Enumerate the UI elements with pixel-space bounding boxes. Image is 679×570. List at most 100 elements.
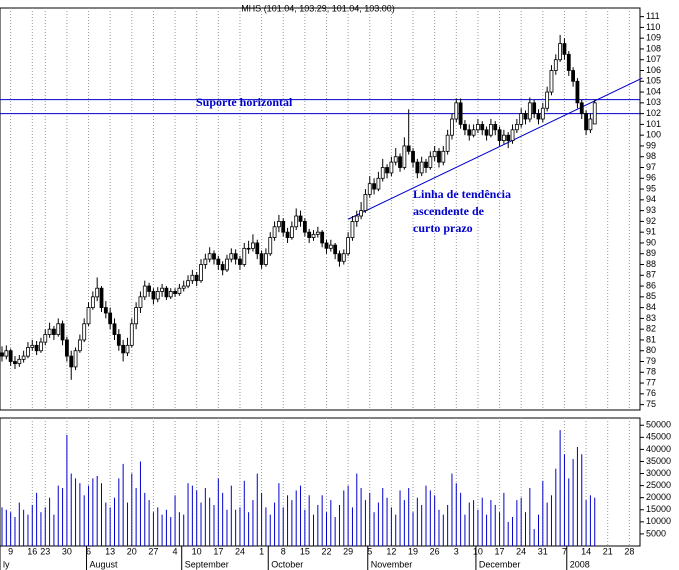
candle-body xyxy=(350,220,355,238)
candle-body xyxy=(553,59,558,71)
annotation: curto prazo xyxy=(413,221,473,235)
month-label: November xyxy=(371,559,413,569)
y-tick-label: 104 xyxy=(646,86,661,96)
candle-body xyxy=(26,347,30,357)
candle-body xyxy=(380,167,385,179)
x-tick-label: 14 xyxy=(581,546,591,556)
x-tick-label: 24 xyxy=(235,546,245,556)
x-tick-label: 28 xyxy=(624,546,634,556)
y2-tick-label: 30000 xyxy=(646,468,671,478)
y-tick-label: 96 xyxy=(646,173,656,183)
candle-body xyxy=(129,323,134,346)
month-label: October xyxy=(271,559,303,569)
annotation: ascendente de xyxy=(413,204,485,218)
candle-body xyxy=(56,323,61,335)
candle-body xyxy=(579,102,584,115)
y-tick-label: 76 xyxy=(646,388,656,398)
y-tick-label: 109 xyxy=(646,33,661,43)
x-tick-label: 5 xyxy=(367,546,372,556)
candle-body xyxy=(108,312,113,325)
y-tick-label: 92 xyxy=(646,216,656,226)
candle-body xyxy=(501,134,506,141)
x-tick-label: 19 xyxy=(408,546,418,556)
candle-body xyxy=(220,264,225,271)
y-tick-label: 107 xyxy=(646,54,661,64)
candle-body xyxy=(566,53,571,71)
y-tick-label: 90 xyxy=(646,237,656,247)
x-tick-label: 30 xyxy=(62,546,72,556)
month-label: August xyxy=(90,559,119,569)
candle-body xyxy=(30,344,35,348)
candle-body xyxy=(393,156,398,163)
candle-body xyxy=(324,242,329,249)
x-tick-label: 8 xyxy=(281,546,286,556)
candle-body xyxy=(463,123,467,131)
candle-body xyxy=(276,220,281,228)
candle-body xyxy=(527,102,532,120)
x-tick-label: 29 xyxy=(343,546,353,556)
candle-body xyxy=(341,253,346,262)
candle-body xyxy=(415,161,420,174)
candle-body xyxy=(138,296,143,309)
y-tick-label: 101 xyxy=(646,119,661,129)
candle-body xyxy=(514,123,519,131)
month-label: 2008 xyxy=(570,559,590,569)
y-tick-label: 111 xyxy=(646,11,660,21)
candle-body xyxy=(95,287,100,298)
candle-body xyxy=(588,118,593,131)
y-tick-label: 77 xyxy=(646,377,656,387)
candle-body xyxy=(86,307,91,325)
candle-body xyxy=(77,339,82,352)
x-tick-label: 26 xyxy=(430,546,440,556)
candle-body xyxy=(64,339,69,357)
y-tick-label: 100 xyxy=(646,130,661,140)
candle-body xyxy=(39,341,43,352)
x-tick-label: 10 xyxy=(192,546,202,556)
y-tick-label: 106 xyxy=(646,65,661,75)
candle-body xyxy=(207,253,212,260)
y-tick-label: 91 xyxy=(646,227,656,237)
candle-body xyxy=(484,129,489,136)
candle-body xyxy=(398,156,402,168)
candle-body xyxy=(476,123,480,131)
candle-body xyxy=(0,352,4,357)
x-tick-label: 24 xyxy=(516,546,526,556)
y-tick-label: 103 xyxy=(646,97,661,107)
candle-body xyxy=(471,129,476,136)
candle-body xyxy=(134,307,139,325)
x-tick-label: 21 xyxy=(603,546,613,556)
x-tick-label: 4 xyxy=(173,546,178,556)
candle-body xyxy=(367,183,372,195)
candle-body xyxy=(333,244,338,255)
candle-body xyxy=(142,285,147,298)
y2-tick-label: 25000 xyxy=(646,480,671,490)
candle-body xyxy=(73,350,78,368)
candle-body xyxy=(272,226,277,238)
candle-body xyxy=(294,215,299,228)
candle-body xyxy=(289,226,294,238)
annotation: Suporte horizontal xyxy=(196,95,293,109)
candle-body xyxy=(229,253,234,260)
candle-body xyxy=(545,91,550,109)
annotation: Linha de tendência xyxy=(413,187,511,201)
x-tick-label: 20 xyxy=(127,546,137,556)
candle-body xyxy=(259,253,264,265)
candle-body xyxy=(173,291,177,295)
candle-body xyxy=(571,70,576,82)
y-tick-label: 83 xyxy=(646,313,656,323)
x-tick-label: 31 xyxy=(538,546,548,556)
candle-body xyxy=(168,291,173,298)
candle-body xyxy=(216,258,221,265)
candle-body xyxy=(43,334,48,343)
month-label: December xyxy=(479,559,521,569)
x-tick-label: 9 xyxy=(8,546,13,556)
candle-body xyxy=(311,233,316,238)
candle-body xyxy=(302,220,307,233)
candle-body xyxy=(90,296,95,309)
y2-tick-label: 15000 xyxy=(646,504,671,514)
candle-body xyxy=(212,253,216,260)
y-tick-label: 79 xyxy=(646,356,656,366)
candle-body xyxy=(320,231,325,244)
candle-body xyxy=(359,210,364,217)
candle-body xyxy=(540,107,545,120)
